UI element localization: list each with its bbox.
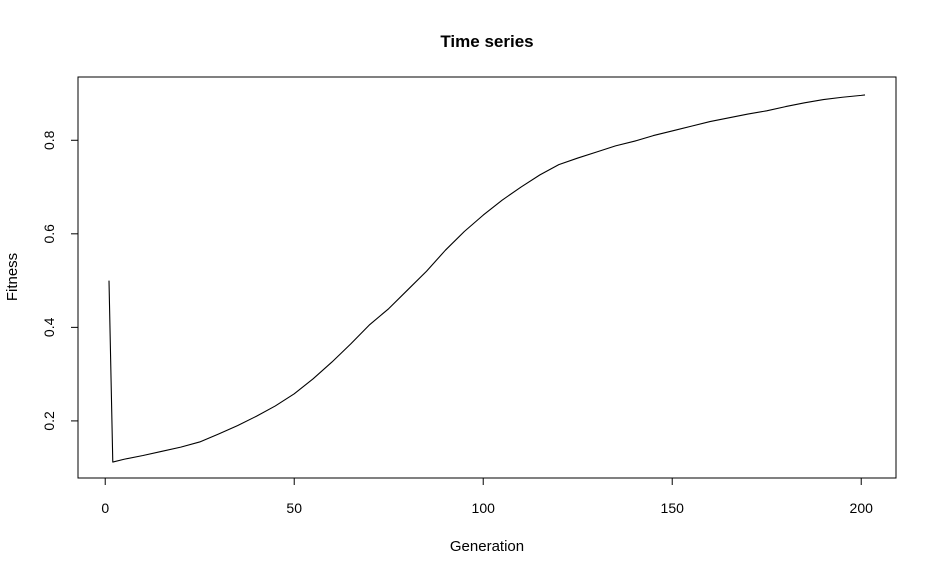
plot-frame — [77, 76, 897, 479]
x-tick-label: 50 — [286, 500, 302, 516]
x-tick-label: 100 — [472, 500, 496, 516]
y-tick-label: 0.6 — [41, 224, 57, 244]
fitness-series-line — [108, 94, 866, 463]
x-tick-label: 0 — [101, 500, 109, 516]
y-axis-label: Fitness — [4, 253, 21, 301]
x-axis: 0 50 100 150 200 — [101, 477, 874, 516]
y-tick-label: 0.8 — [41, 130, 57, 150]
x-tick-label: 150 — [661, 500, 685, 516]
y-tick-label: 0.4 — [41, 317, 57, 337]
x-tick-label: 200 — [850, 500, 874, 516]
y-tick-label: 0.2 — [41, 411, 57, 431]
series-group — [108, 94, 866, 463]
x-axis-label: Generation — [450, 538, 524, 555]
chart-title: Time series — [440, 32, 533, 51]
y-axis: 0.2 0.4 0.6 0.8 — [41, 130, 79, 431]
